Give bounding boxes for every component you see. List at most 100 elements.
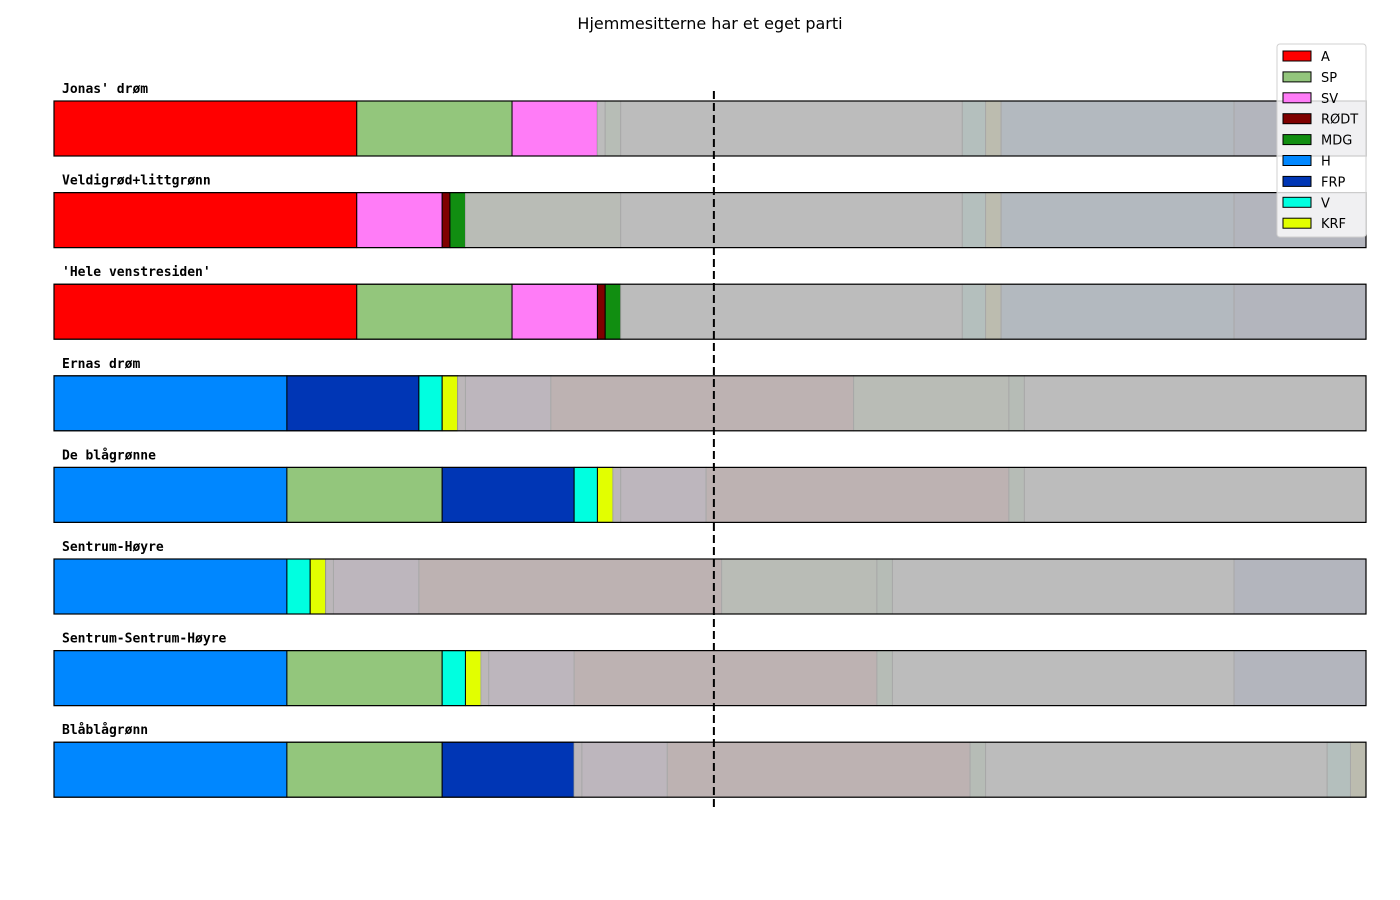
bar-segment-mdg (449, 192, 466, 249)
legend-entry: RØDT (1282, 113, 1358, 128)
bar-segment-other (891, 558, 1235, 615)
bar-segment-v (573, 466, 598, 523)
bar-segment-other (573, 741, 583, 798)
bar-segment-other (332, 558, 420, 615)
bar-rows: Jonas' drøm Veldigrød+littgrønn 'Hele vens… (53, 82, 1367, 798)
legend-label: SV (1321, 92, 1338, 107)
legend-swatch (1282, 196, 1312, 208)
bar-segment-other (666, 741, 971, 798)
bar-segment-sv (356, 192, 443, 249)
bar-segment-other (620, 466, 707, 523)
bar-segment-other (985, 283, 1002, 340)
bar-segment-other (550, 375, 855, 432)
bar-segment-a (53, 192, 358, 249)
legend-label: H (1321, 155, 1331, 170)
legend-entry: SV (1282, 92, 1338, 107)
row-label: 'Hele venstresiden' (62, 265, 211, 280)
row-label: De blågrønne (62, 448, 156, 463)
bar-segment-other (1349, 741, 1367, 798)
bar-outline (53, 466, 1367, 523)
bar-outline (53, 741, 1367, 798)
bar-segment-other (464, 375, 552, 432)
bar-row: 'Hele venstresiden' (53, 265, 1367, 340)
bar-segment-other (581, 741, 668, 798)
bar-segment-sp (286, 466, 443, 523)
legend-label: SP (1321, 71, 1337, 86)
bar-segment-krf (464, 650, 482, 707)
bar-segment-frp (286, 375, 420, 432)
bar-segment-other (464, 192, 622, 249)
bar-outline (53, 558, 1367, 615)
legend-label: FRP (1321, 175, 1346, 190)
bar-segment-other (573, 650, 878, 707)
bar-segment-other (876, 558, 893, 615)
bar-outline (53, 283, 1367, 340)
legend-entry: V (1282, 196, 1330, 211)
bar-segment-v (286, 558, 311, 615)
legend-label: V (1321, 196, 1330, 211)
legend-entry: FRP (1282, 175, 1346, 190)
legend-swatch (1282, 175, 1312, 187)
bar-segment-frp (441, 741, 575, 798)
bar-segment-krf (441, 375, 459, 432)
row-label: Jonas' drøm (62, 82, 148, 97)
legend-entry: MDG (1282, 134, 1352, 149)
bar-segment-other (457, 375, 466, 432)
bar-segment-other (721, 558, 878, 615)
legend-entry: KRF (1282, 217, 1346, 232)
chart-title: Hjemmesitterne har et eget parti (577, 14, 842, 33)
legend-swatch (1282, 92, 1312, 104)
bar-segment-other (596, 100, 606, 157)
legend-swatch (1282, 155, 1312, 166)
bar-segment-other (1008, 466, 1025, 523)
bar-segment-other (612, 466, 622, 523)
row-label: Blåblågrønn (62, 723, 148, 738)
bar-segment-other (1000, 192, 1235, 249)
bar-segment-other (1233, 558, 1367, 615)
bar-segment-h (53, 650, 288, 707)
bar-segment-frp (441, 466, 575, 523)
bar-segment-a (53, 283, 358, 340)
legend-entry: SP (1282, 71, 1337, 86)
bar-segment-sp (286, 741, 443, 798)
bar-segment-krf (309, 558, 327, 615)
bar-segment-other (1023, 466, 1367, 523)
bar-segment-rødt (596, 283, 606, 340)
bar-segment-sp (356, 100, 513, 157)
bar-segment-v (441, 650, 466, 707)
legend-label: RØDT (1321, 113, 1358, 128)
bar-segment-other (891, 650, 1235, 707)
bar-segment-h (53, 375, 288, 432)
bar-segment-other (1023, 375, 1367, 432)
legend-entry: A (1282, 50, 1330, 65)
bar-segment-other (961, 192, 987, 249)
bar-row: Veldigrød+littgrønn (53, 174, 1367, 249)
bar-segment-other (961, 100, 987, 157)
legend-label: KRF (1321, 217, 1346, 232)
legend-entry: H (1282, 155, 1331, 170)
bar-segment-other (961, 283, 987, 340)
bar-segment-other (969, 741, 987, 798)
bar-segment-sv (511, 283, 598, 340)
bar-segment-other (985, 100, 1002, 157)
bar-segment-other (1233, 650, 1367, 707)
bar-row: Jonas' drøm (53, 82, 1367, 157)
legend-swatch (1282, 71, 1312, 83)
bar-row: Ernas drøm (53, 357, 1367, 432)
bar-segment-v (418, 375, 443, 432)
bar-segment-sv (511, 100, 598, 157)
legend-swatch (1282, 50, 1312, 62)
legend-label: A (1321, 50, 1330, 65)
bar-segment-a (53, 100, 358, 157)
legend-swatch (1282, 134, 1312, 146)
bar-segment-rødt (441, 192, 451, 249)
legend-swatch (1282, 113, 1312, 125)
row-label: Sentrum-Høyre (62, 540, 164, 555)
legend-frame (1276, 43, 1367, 238)
bar-segment-mdg (604, 283, 622, 340)
bar-segment-h (53, 558, 288, 615)
bar-row: Sentrum-Sentrum-Høyre (53, 632, 1367, 707)
bar-segment-other (1000, 283, 1235, 340)
bar-segment-other (620, 192, 963, 249)
